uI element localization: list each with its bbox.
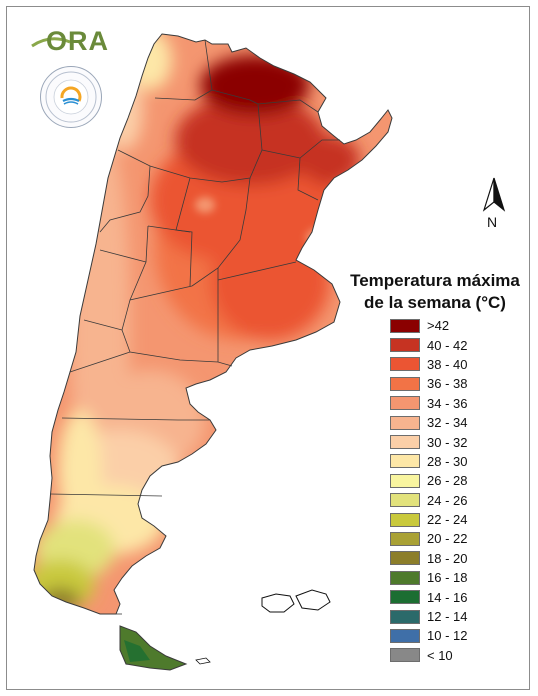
- legend-label: 34 - 36: [427, 395, 468, 411]
- legend-item: 40 - 42: [390, 335, 510, 354]
- legend-swatch: [390, 357, 420, 372]
- legend-item: 12 - 14: [390, 607, 510, 626]
- legend-label: 32 - 34: [427, 415, 468, 431]
- legend-swatch: [390, 570, 420, 585]
- legend-item: < 10: [390, 646, 510, 665]
- legend-swatch: [390, 376, 420, 391]
- legend-title-line-1: Temperatura máxima: [350, 271, 520, 290]
- legend-item: 24 - 26: [390, 491, 510, 510]
- legend-label: 40 - 42: [427, 337, 468, 353]
- legend-label: 28 - 30: [427, 453, 468, 469]
- legend: >42 40 - 42 38 - 40 36 - 38 34 - 36 32 - 34 30…: [390, 316, 510, 665]
- legend-title-line-2: de la semana (°C): [364, 293, 506, 312]
- north-arrow-icon: [482, 177, 506, 212]
- legend-label: 22 - 24: [427, 512, 468, 528]
- legend-label: 12 - 14: [427, 609, 468, 625]
- legend-item: 36 - 38: [390, 374, 510, 393]
- legend-swatch: [390, 628, 420, 643]
- legend-label: 30 - 32: [427, 434, 468, 450]
- legend-label: 24 - 26: [427, 492, 468, 508]
- legend-swatch: [390, 551, 420, 566]
- legend-item: 30 - 32: [390, 432, 510, 451]
- legend-swatch: [390, 512, 420, 527]
- legend-item: 18 - 20: [390, 549, 510, 568]
- small-islands: [195, 657, 211, 665]
- legend-swatch: [390, 531, 420, 546]
- legend-item: >42: [390, 316, 510, 335]
- legend-item: 20 - 22: [390, 529, 510, 548]
- legend-item: 28 - 30: [390, 452, 510, 471]
- tierra-del-fuego-cool: [124, 640, 150, 662]
- legend-swatch: [390, 473, 420, 488]
- legend-item: 14 - 16: [390, 587, 510, 606]
- malvinas-islands: [261, 589, 331, 613]
- ora-logo: ORA: [30, 26, 108, 58]
- legend-label: 38 - 40: [427, 356, 468, 372]
- legend-label: 20 - 22: [427, 531, 468, 547]
- legend-swatch: [390, 318, 420, 333]
- legend-label: 16 - 18: [427, 570, 468, 586]
- legend-swatch: [390, 396, 420, 411]
- legend-item: 34 - 36: [390, 394, 510, 413]
- legend-label: < 10: [427, 647, 453, 663]
- north-label: N: [487, 214, 498, 230]
- legend-item: 10 - 12: [390, 626, 510, 645]
- legend-swatch: [390, 648, 420, 663]
- legend-item: 32 - 34: [390, 413, 510, 432]
- legend-item: 22 - 24: [390, 510, 510, 529]
- legend-swatch: [390, 435, 420, 450]
- province-borders: [49, 39, 340, 615]
- legend-swatch: [390, 454, 420, 469]
- legend-item: 38 - 40: [390, 355, 510, 374]
- legend-label: 14 - 16: [427, 589, 468, 605]
- legend-label: 26 - 28: [427, 473, 468, 489]
- ora-logo-text: ORA: [46, 26, 109, 56]
- legend-swatch: [390, 590, 420, 605]
- legend-label: >42: [427, 318, 450, 334]
- smn-seal-logo: [40, 66, 102, 128]
- legend-swatch: [390, 415, 420, 430]
- legend-item: 26 - 28: [390, 471, 510, 490]
- legend-label: 36 - 38: [427, 376, 468, 392]
- legend-label: 10 - 12: [427, 628, 468, 644]
- legend-swatch: [390, 493, 420, 508]
- legend-swatch: [390, 338, 420, 353]
- legend-swatch: [390, 609, 420, 624]
- legend-title: Temperatura máxima de la semana (°C): [340, 270, 530, 314]
- legend-label: 18 - 20: [427, 550, 468, 566]
- legend-item: 16 - 18: [390, 568, 510, 587]
